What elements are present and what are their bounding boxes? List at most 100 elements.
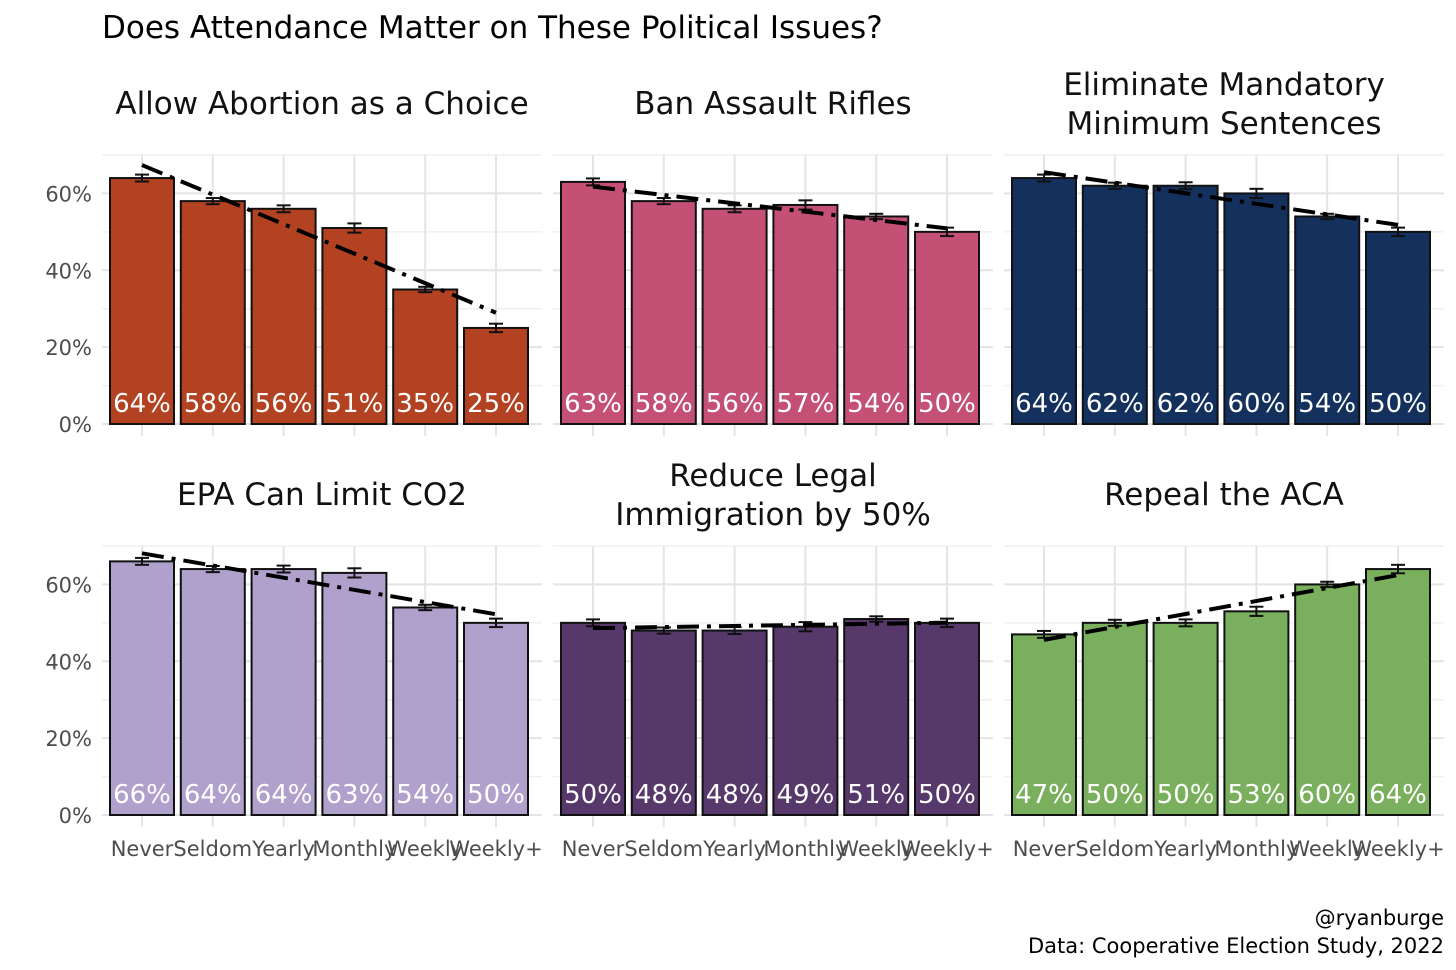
bar-value-label: 51% [326,389,384,419]
facets: Allow Abortion as a Choice 0% 20% 40% 60% 64%… [45,67,1444,861]
x-tick-label: Yearly [251,837,315,861]
y-tick-label: 0% [59,804,92,828]
bar [1365,230,1431,425]
x-tick-label: Weekly+ [449,837,542,861]
bar [1223,192,1290,425]
x-tick-label: Seldom [624,837,703,861]
bar [1365,568,1431,816]
y-tick-label: 0% [59,413,92,437]
bar [109,177,175,425]
chart-title: Does Attendance Matter on These Politica… [102,10,883,46]
bar [250,568,317,816]
bar [392,288,459,425]
bar-value-label: 56% [255,389,313,419]
bar [914,621,980,816]
trend-line [592,620,948,631]
facet-title: EPA Can Limit CO2 [177,477,467,513]
bar-value-label: 64% [1015,389,1073,419]
bar [321,571,388,817]
bar-value-label: 53% [1228,780,1286,810]
bar-value-label: 64% [255,780,313,810]
x-tick-label: Never [1013,837,1076,861]
bar-value-label: 48% [706,780,764,810]
bar [843,618,910,816]
x-tick-label: Yearly [702,837,766,861]
bar-value-label: 49% [777,780,835,810]
facet-title: Allow Abortion as a Choice [115,86,528,122]
y-tick-label: 60% [45,182,92,206]
bar [1223,610,1290,816]
bar [179,200,246,425]
bar-value-label: 58% [184,389,242,419]
bar-value-label: 62% [1157,389,1215,419]
bar-value-label: 64% [1369,780,1427,810]
bar [630,629,697,816]
y-tick-label: 40% [45,259,92,283]
x-tick-label: Never [562,837,625,861]
bar-value-label: 57% [777,389,835,419]
bar-value-label: 25% [467,389,525,419]
caption-handle: @ryanburge [1315,906,1444,930]
x-tick-label: Weekly [1289,837,1365,861]
y-tick-label: 40% [45,650,92,674]
bar [560,180,626,425]
trend-line [141,551,497,617]
bar-value-label: 64% [113,389,171,419]
bar-value-label: 50% [564,780,622,810]
bar-value-label: 66% [113,780,171,810]
bar-value-label: 47% [1015,780,1073,810]
bar [1294,215,1361,425]
bar-value-label: 35% [396,389,454,419]
bar-value-label: 64% [184,780,242,810]
bar-value-label: 50% [918,389,976,419]
bar [179,568,246,816]
x-tick-label: Seldom [173,837,252,861]
bar-value-label: 50% [1157,780,1215,810]
x-tick-label: Monthly [1214,837,1298,861]
bar-value-label: 54% [847,389,905,419]
bar-value-label: 50% [1086,780,1144,810]
bar-value-label: 58% [635,389,693,419]
bar [1081,621,1148,816]
x-tick-label: Monthly [763,837,847,861]
x-tick-label: Weekly [838,837,914,861]
bar-value-label: 48% [635,780,693,810]
bar [250,207,317,425]
bar-value-label: 50% [918,780,976,810]
y-tick-label: 60% [45,573,92,597]
bar-value-label: 54% [396,780,454,810]
bar [1294,583,1361,817]
bar [1152,621,1219,816]
facet-title: Reduce Legal [669,458,877,494]
caption-source: Data: Cooperative Election Study, 2022 [1028,934,1444,958]
bar [392,606,459,816]
x-tick-label: Seldom [1075,837,1154,861]
y-tick-label: 20% [45,727,92,751]
bar [1011,633,1077,817]
x-tick-label: Weekly [387,837,463,861]
bar-value-label: 60% [1298,780,1356,810]
bar [1011,177,1077,425]
y-tick-label: 20% [45,336,92,360]
facet-title: Repeal the ACA [1104,477,1344,513]
facet-title: Minimum Sentences [1066,106,1381,142]
x-tick-label: Weekly+ [900,837,993,861]
bar [630,200,697,425]
bar [463,621,529,816]
trend-line [1043,573,1399,642]
bar [109,560,175,816]
facet-1: Allow Abortion as a Choice 0% 20% 40% 60% 64%… [45,86,542,437]
trend-line [141,163,497,315]
bar-value-label: 54% [1298,389,1356,419]
x-tick-label: Weekly+ [1351,837,1444,861]
bar [1081,184,1148,425]
bar-value-label: 50% [467,780,525,810]
facet-4: EPA Can Limit CO2 0% 20% 40% 60% 66% 64% 64% 63%… [45,477,542,861]
bar-value-label: 63% [326,780,384,810]
bar [1152,184,1219,425]
x-tick-label: Yearly [1153,837,1217,861]
bar [772,625,839,817]
bar [843,215,910,425]
